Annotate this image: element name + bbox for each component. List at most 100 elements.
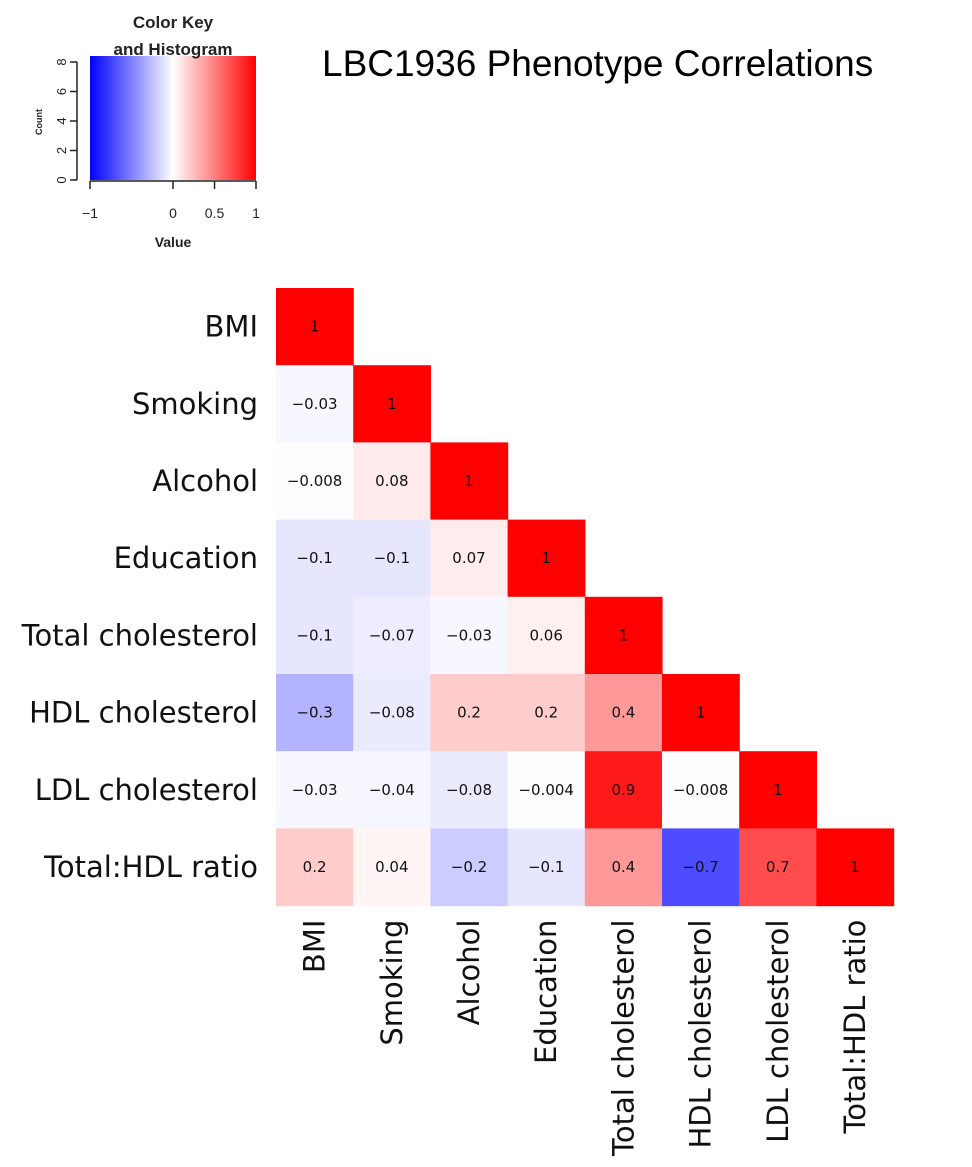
cell-value-label-7-3: −0.1 [528, 858, 564, 876]
column-label-4: Total cholesterol [606, 920, 640, 1157]
heatmap-cell-6-2 [430, 751, 509, 829]
column-label-5: HDL cholesterol [684, 920, 718, 1149]
heatmap-cell-6-0 [276, 751, 354, 829]
cell-value-label-4-1: −0.07 [369, 626, 415, 644]
heatmap-cell-1-0 [276, 365, 354, 443]
column-label-6: LDL cholesterol [761, 920, 795, 1143]
heatmap-cell-6-3 [507, 751, 586, 829]
color-key-x-tick-label-0: −1 [82, 205, 98, 221]
cell-value-label-1-1: 1 [387, 395, 397, 413]
heatmap-cell-4-3 [507, 596, 586, 675]
heatmap-cell-7-4 [584, 828, 663, 907]
heatmap-cell-6-1 [353, 751, 431, 829]
heatmap-cell-7-1 [353, 828, 431, 907]
cell-value-label-4-4: 1 [619, 626, 629, 644]
heatmap-cell-7-7 [816, 828, 895, 907]
color-key: Color Key and Histogram −1 0 0.5 1 Value 0 2 4 6 8 C… [34, 13, 260, 250]
cell-value-label-7-4: 0.4 [611, 858, 635, 876]
color-key-x-tick-label-3: 1 [252, 205, 260, 221]
cell-value-label-4-3: 0.06 [529, 626, 562, 644]
heatmap-cell-5-4 [584, 674, 663, 752]
heatmap-cell-5-3 [507, 674, 586, 752]
row-label-4: Total cholesterol [21, 618, 258, 652]
color-key-y-tick-label-1: 2 [54, 147, 69, 154]
cell-value-label-4-0: −0.1 [296, 626, 332, 644]
color-key-x-label: Value [155, 234, 192, 250]
cell-value-label-1-0: −0.03 [292, 395, 338, 413]
cell-value-label-0-0: 1 [310, 318, 320, 336]
color-key-y-tick-label-2: 4 [54, 117, 69, 124]
cell-value-label-2-1: 0.08 [375, 472, 408, 490]
heatmap-cell-3-1 [353, 519, 431, 598]
cell-value-label-5-3: 0.2 [534, 704, 558, 722]
heatmap-cell-3-0 [276, 519, 354, 598]
heatmap-cell-3-2 [430, 519, 509, 598]
row-label-6: LDL cholesterol [35, 773, 258, 807]
cell-value-label-3-3: 1 [541, 549, 551, 567]
heatmap-cell-7-5 [662, 828, 740, 907]
heatmap-cells: 1 −0.03 1 −0.008 0.08 1 −0.1 −0.1 0.07 1 −0.1 −0.07… [276, 288, 895, 907]
cell-value-label-5-0: −0.3 [296, 704, 332, 722]
heatmap-cell-2-2 [430, 442, 509, 521]
heatmap-cell-7-0 [276, 828, 354, 907]
heatmap-cell-6-4 [584, 751, 663, 829]
chart-title: LBC1936 Phenotype Correlations [322, 43, 873, 84]
cell-value-label-6-5: −0.008 [673, 781, 729, 799]
heatmap-cell-4-1 [353, 596, 431, 675]
column-label-1: Smoking [375, 920, 409, 1046]
heatmap-cell-2-0 [276, 442, 354, 521]
cell-value-label-3-1: −0.1 [374, 549, 410, 567]
cell-value-label-2-2: 1 [464, 472, 474, 490]
cell-value-label-3-2: 0.07 [452, 549, 485, 567]
row-label-3: Education [114, 541, 258, 575]
color-key-y-tick-label-0: 0 [54, 176, 69, 183]
row-label-0: BMI [205, 310, 258, 344]
heatmap-cell-5-0 [276, 674, 354, 752]
heatmap-cell-0-0 [276, 288, 354, 366]
heatmap-cell-6-5 [662, 751, 740, 829]
column-label-7: Total:HDL ratio [838, 920, 872, 1135]
row-labels: BMI Smoking Alcohol Education Total choleste… [21, 310, 258, 884]
cell-value-label-7-6: 0.7 [766, 858, 790, 876]
row-label-7: Total:HDL ratio [43, 850, 258, 884]
cell-value-label-5-1: −0.08 [369, 704, 415, 722]
cell-value-label-6-2: −0.08 [446, 781, 492, 799]
cell-value-label-7-5: −0.7 [682, 858, 718, 876]
color-key-y-label: Count [34, 109, 44, 135]
cell-value-label-4-2: −0.03 [446, 626, 492, 644]
heatmap-cell-7-2 [430, 828, 509, 907]
color-key-x-tick-label-1: 0 [169, 205, 177, 221]
color-key-y-tick-label-4: 8 [54, 58, 69, 65]
color-key-title-line2: and Histogram [113, 40, 232, 59]
cell-value-label-5-2: 0.2 [457, 704, 481, 722]
cell-value-label-6-4: 0.9 [611, 781, 635, 799]
heatmap-cell-7-6 [739, 828, 817, 907]
heatmap-cell-6-6 [739, 751, 817, 829]
column-label-2: Alcohol [452, 920, 486, 1026]
row-label-5: HDL cholesterol [29, 696, 258, 730]
color-key-x-tick-label-2: 0.5 [205, 205, 225, 221]
cell-value-label-7-2: −0.2 [451, 858, 487, 876]
cell-value-label-5-4: 0.4 [611, 704, 635, 722]
heatmap-cell-5-1 [353, 674, 431, 752]
heatmap-cell-4-2 [430, 596, 509, 675]
cell-value-label-6-1: −0.04 [369, 781, 415, 799]
heatmap-cell-5-5 [662, 674, 740, 752]
cell-value-label-3-0: −0.1 [296, 549, 332, 567]
cell-value-label-5-5: 1 [696, 704, 706, 722]
heatmap-cell-1-1 [353, 365, 431, 443]
color-key-gradient [90, 56, 256, 180]
row-label-2: Alcohol [152, 464, 258, 498]
cell-value-label-7-0: 0.2 [303, 858, 327, 876]
row-label-1: Smoking [132, 387, 258, 421]
heatmap-cell-4-4 [584, 596, 663, 675]
column-labels: BMI Smoking Alcohol Education Total choleste… [298, 920, 872, 1157]
cell-value-label-6-3: −0.004 [518, 781, 574, 799]
heatmap-cell-2-1 [353, 442, 431, 521]
heatmap-cell-7-3 [507, 828, 586, 907]
heatmap-cell-3-3 [507, 519, 586, 598]
heatmap-cell-4-0 [276, 596, 354, 675]
color-key-title-line1: Color Key [133, 13, 214, 32]
cell-value-label-2-0: −0.008 [287, 472, 343, 490]
cell-value-label-7-7: 1 [850, 858, 860, 876]
